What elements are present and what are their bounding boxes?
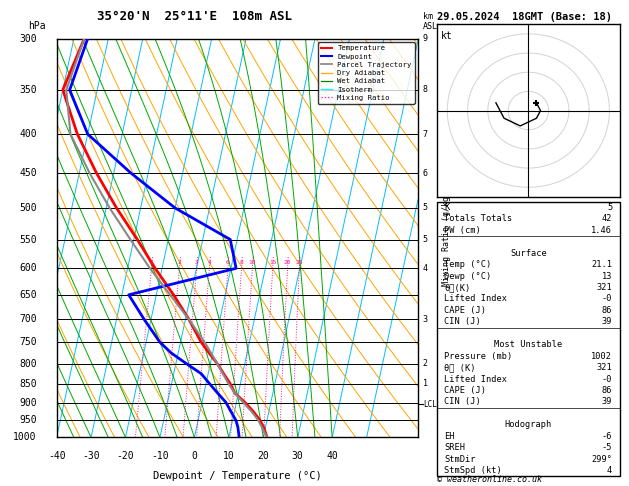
Text: 500: 500 bbox=[19, 203, 36, 213]
Text: -40: -40 bbox=[48, 451, 65, 461]
Text: 750: 750 bbox=[19, 337, 36, 347]
Text: θᴇ(K): θᴇ(K) bbox=[445, 283, 470, 292]
Text: CAPE (J): CAPE (J) bbox=[445, 306, 486, 315]
Text: 20: 20 bbox=[257, 451, 269, 461]
Legend: Temperature, Dewpoint, Parcel Trajectory, Dry Adiabat, Wet Adiabat, Isotherm, Mi: Temperature, Dewpoint, Parcel Trajectory… bbox=[318, 42, 415, 104]
Text: -0: -0 bbox=[602, 375, 612, 383]
Text: 1: 1 bbox=[423, 379, 428, 388]
Text: -10: -10 bbox=[151, 451, 169, 461]
Text: 900: 900 bbox=[19, 398, 36, 408]
Text: 8: 8 bbox=[423, 86, 428, 94]
Text: Dewp (°C): Dewp (°C) bbox=[445, 272, 492, 280]
Text: CIN (J): CIN (J) bbox=[445, 317, 481, 326]
Text: 5: 5 bbox=[423, 204, 428, 212]
Text: 400: 400 bbox=[19, 129, 36, 139]
Text: 350: 350 bbox=[19, 85, 36, 95]
Text: 450: 450 bbox=[19, 168, 36, 178]
Text: 39: 39 bbox=[602, 398, 612, 406]
Text: 321: 321 bbox=[596, 283, 612, 292]
Text: Temp (°C): Temp (°C) bbox=[445, 260, 492, 269]
Text: 7: 7 bbox=[423, 130, 428, 139]
Text: 0: 0 bbox=[191, 451, 198, 461]
Text: 4: 4 bbox=[607, 466, 612, 475]
Text: 86: 86 bbox=[602, 306, 612, 315]
Text: 800: 800 bbox=[19, 359, 36, 368]
Text: 20: 20 bbox=[284, 260, 291, 265]
Text: Most Unstable: Most Unstable bbox=[494, 340, 562, 349]
Text: 13: 13 bbox=[602, 272, 612, 280]
Text: 15: 15 bbox=[269, 260, 276, 265]
Text: θᴇ (K): θᴇ (K) bbox=[445, 363, 476, 372]
Text: -0: -0 bbox=[602, 295, 612, 303]
Text: -5: -5 bbox=[602, 443, 612, 452]
Text: Mixing Ratio (g/kg): Mixing Ratio (g/kg) bbox=[442, 191, 451, 286]
Text: LCL: LCL bbox=[424, 400, 438, 409]
Text: 4: 4 bbox=[423, 264, 428, 273]
Text: 300: 300 bbox=[19, 34, 36, 44]
Text: 9: 9 bbox=[423, 35, 428, 43]
Text: hPa: hPa bbox=[28, 21, 45, 31]
Text: 650: 650 bbox=[19, 290, 36, 300]
Text: © weatheronline.co.uk: © weatheronline.co.uk bbox=[437, 474, 542, 484]
Text: 8: 8 bbox=[240, 260, 243, 265]
Text: -6: -6 bbox=[602, 432, 612, 441]
Text: StmDir: StmDir bbox=[445, 454, 476, 464]
Text: 1: 1 bbox=[150, 260, 153, 265]
Text: 42: 42 bbox=[602, 214, 612, 224]
Text: 86: 86 bbox=[602, 386, 612, 395]
Text: 600: 600 bbox=[19, 263, 36, 273]
Text: 39: 39 bbox=[602, 317, 612, 326]
Text: Dewpoint / Temperature (°C): Dewpoint / Temperature (°C) bbox=[153, 471, 322, 481]
Text: 21.1: 21.1 bbox=[591, 260, 612, 269]
Text: SREH: SREH bbox=[445, 443, 465, 452]
Text: Surface: Surface bbox=[510, 249, 547, 258]
Text: Lifted Index: Lifted Index bbox=[445, 295, 508, 303]
Text: 6: 6 bbox=[423, 169, 428, 177]
Text: 1000: 1000 bbox=[13, 433, 36, 442]
Text: 2: 2 bbox=[423, 359, 428, 368]
Text: Lifted Index: Lifted Index bbox=[445, 375, 508, 383]
Text: 10: 10 bbox=[223, 451, 235, 461]
Text: 29.05.2024  18GMT (Base: 18): 29.05.2024 18GMT (Base: 18) bbox=[437, 12, 612, 22]
Text: 3: 3 bbox=[195, 260, 199, 265]
Text: -30: -30 bbox=[82, 451, 100, 461]
Text: 5: 5 bbox=[423, 235, 428, 244]
Text: 6: 6 bbox=[226, 260, 230, 265]
Text: 40: 40 bbox=[326, 451, 338, 461]
Text: CIN (J): CIN (J) bbox=[445, 398, 481, 406]
Text: Hodograph: Hodograph bbox=[504, 420, 552, 429]
Text: Totals Totals: Totals Totals bbox=[445, 214, 513, 224]
Text: 5: 5 bbox=[607, 203, 612, 212]
Text: 1002: 1002 bbox=[591, 352, 612, 361]
Text: 25: 25 bbox=[296, 260, 303, 265]
Text: -20: -20 bbox=[117, 451, 135, 461]
Text: 550: 550 bbox=[19, 235, 36, 244]
Text: 35°20'N  25°11'E  108m ASL: 35°20'N 25°11'E 108m ASL bbox=[96, 10, 292, 23]
Text: 850: 850 bbox=[19, 379, 36, 389]
Text: km
ASL: km ASL bbox=[423, 12, 438, 31]
Text: Pressure (mb): Pressure (mb) bbox=[445, 352, 513, 361]
Text: 700: 700 bbox=[19, 314, 36, 324]
Text: 1.46: 1.46 bbox=[591, 226, 612, 235]
Text: kt: kt bbox=[441, 31, 452, 41]
Text: 4: 4 bbox=[208, 260, 211, 265]
Text: 950: 950 bbox=[19, 416, 36, 425]
Text: 3: 3 bbox=[423, 315, 428, 324]
Text: EH: EH bbox=[445, 432, 455, 441]
Text: 299°: 299° bbox=[591, 454, 612, 464]
Text: 10: 10 bbox=[248, 260, 256, 265]
Text: 30: 30 bbox=[292, 451, 304, 461]
Text: K: K bbox=[445, 203, 450, 212]
Text: 2: 2 bbox=[177, 260, 181, 265]
Text: PW (cm): PW (cm) bbox=[445, 226, 481, 235]
Text: 321: 321 bbox=[596, 363, 612, 372]
Text: CAPE (J): CAPE (J) bbox=[445, 386, 486, 395]
Text: StmSpd (kt): StmSpd (kt) bbox=[445, 466, 502, 475]
